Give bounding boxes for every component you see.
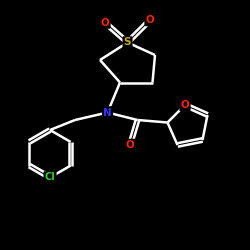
Text: Cl: Cl: [44, 172, 56, 182]
Text: O: O: [180, 100, 190, 110]
Text: S: S: [124, 38, 131, 48]
Text: N: N: [103, 108, 112, 118]
Text: O: O: [100, 18, 110, 28]
Text: O: O: [146, 15, 154, 25]
Text: O: O: [126, 140, 134, 150]
